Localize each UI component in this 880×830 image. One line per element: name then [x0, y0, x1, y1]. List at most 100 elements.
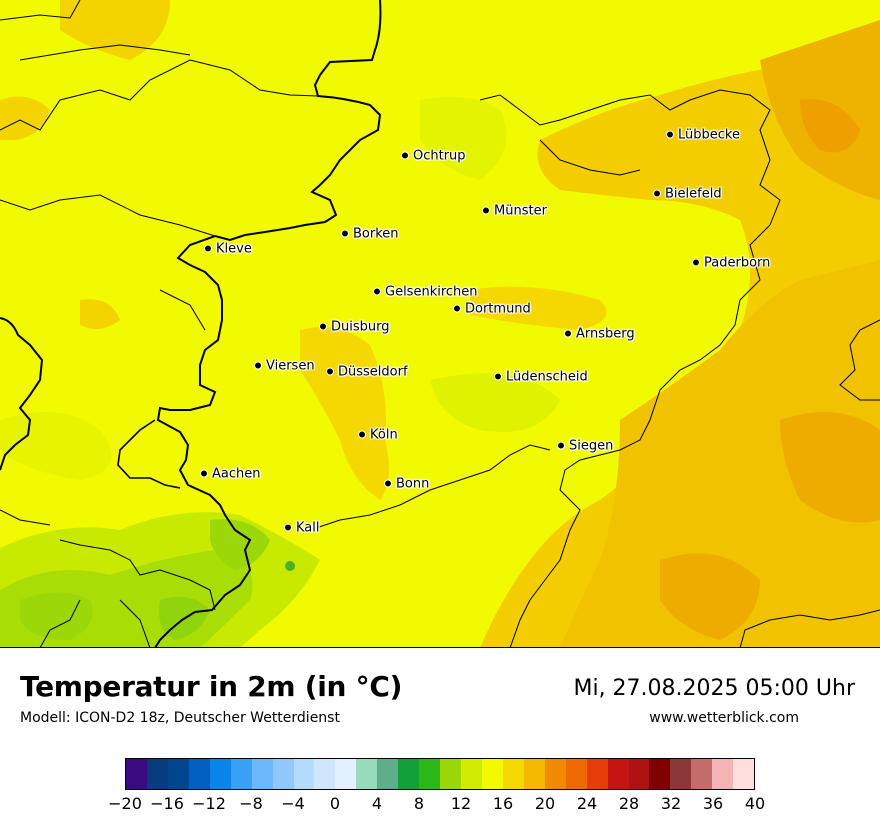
- legend-tick-label: 32: [660, 794, 682, 813]
- legend-swatch: [146, 759, 168, 789]
- city-marker: [204, 244, 212, 252]
- legend-swatch: [230, 759, 252, 789]
- city-name: Siegen: [569, 438, 614, 454]
- city-label-borken: Borken: [341, 227, 399, 242]
- city-marker: [326, 367, 334, 375]
- city-name: Viersen: [266, 358, 315, 374]
- city-name: Münster: [494, 203, 547, 219]
- city-marker: [358, 430, 366, 438]
- legend-tick-label: 8: [413, 794, 425, 813]
- legend-tick-label: 28: [618, 794, 640, 813]
- city-label-arnsberg: Arnsberg: [564, 327, 635, 342]
- city-marker: [373, 287, 381, 295]
- map-title: Temperatur in 2m (in °C): [20, 670, 403, 703]
- city-name: Bielefeld: [665, 186, 722, 202]
- legend-swatch: [293, 759, 315, 789]
- legend-swatch: [481, 759, 503, 789]
- legend-tick-label: −4: [281, 794, 305, 813]
- legend-swatch: [440, 759, 461, 789]
- city-marker: [200, 469, 208, 477]
- city-label-l-denscheid: Lüdenscheid: [494, 370, 588, 385]
- legend-swatch: [649, 759, 671, 789]
- legend-tick-label: 36: [702, 794, 724, 813]
- city-name: Lüdenscheid: [506, 369, 588, 385]
- legend-swatch: [356, 759, 378, 789]
- city-label-k-ln: Köln: [358, 428, 398, 443]
- city-label-siegen: Siegen: [557, 439, 613, 454]
- city-marker: [653, 189, 661, 197]
- city-marker: [401, 151, 409, 159]
- city-marker: [319, 322, 327, 330]
- legend-swatch: [523, 759, 545, 789]
- legend-swatch: [398, 759, 420, 789]
- city-marker: [666, 130, 674, 138]
- temperature-field: [0, 0, 880, 647]
- legend-tick-label: 20: [534, 794, 556, 813]
- legend-swatch: [691, 759, 713, 789]
- city-name: Düsseldorf: [338, 364, 408, 380]
- website-link[interactable]: www.wetterblick.com: [649, 710, 799, 726]
- city-marker: [384, 479, 392, 487]
- city-name: Duisburg: [331, 319, 390, 335]
- city-name: Ochtrup: [413, 148, 466, 164]
- legend-swatch: [461, 759, 482, 789]
- city-label-d-sseldorf: Düsseldorf: [326, 365, 408, 380]
- legend-swatch: [209, 759, 231, 789]
- legend-swatch: [188, 759, 210, 789]
- city-label-gelsenkirchen: Gelsenkirchen: [373, 285, 478, 300]
- legend-swatch: [126, 759, 147, 789]
- city-label-m-nster: Münster: [482, 204, 547, 219]
- legend-tick-label: 12: [450, 794, 472, 813]
- legend-swatch: [544, 759, 566, 789]
- legend-swatch: [335, 759, 357, 789]
- city-marker: [284, 523, 292, 531]
- city-label-paderborn: Paderborn: [692, 256, 770, 271]
- legend-swatch: [670, 759, 692, 789]
- city-label-viersen: Viersen: [254, 359, 315, 374]
- city-marker: [254, 361, 262, 369]
- city-label-aachen: Aachen: [200, 467, 260, 482]
- legend-tick-label: 4: [371, 794, 383, 813]
- city-name: Paderborn: [704, 255, 771, 271]
- city-marker: [692, 258, 700, 266]
- legend-tick-label: −12: [192, 794, 226, 813]
- city-name: Lübbecke: [678, 127, 740, 143]
- city-label-dortmund: Dortmund: [453, 302, 531, 317]
- city-name: Aachen: [212, 466, 261, 482]
- temperature-map[interactable]: Lübbecke Ochtrup Bielefeld Münster Borken Kle…: [0, 0, 880, 648]
- city-name: Gelsenkirchen: [385, 284, 478, 300]
- color-scale-legend: [125, 758, 755, 790]
- city-label-l-bbecke: Lübbecke: [666, 128, 740, 143]
- legend-swatch: [314, 759, 336, 789]
- legend-swatch: [607, 759, 629, 789]
- legend-swatch: [251, 759, 273, 789]
- model-info: Modell: ICON-D2 18z, Deutscher Wetterdie…: [20, 710, 340, 726]
- city-name: Bonn: [396, 476, 430, 492]
- city-label-ochtrup: Ochtrup: [401, 149, 466, 164]
- city-name: Kall: [296, 520, 320, 536]
- city-label-duisburg: Duisburg: [319, 320, 390, 335]
- legend-tick-label: 0: [329, 794, 341, 813]
- legend-tick-label: 24: [576, 794, 598, 813]
- city-name: Arnsberg: [576, 326, 635, 342]
- legend-swatch: [586, 759, 608, 789]
- legend-ticks: −20 −16 −12 −8 −4 0 4 8 12 16 20 24 28 32 36 40: [108, 794, 765, 816]
- city-name: Dortmund: [465, 301, 531, 317]
- city-name: Borken: [353, 226, 399, 242]
- legend-tick-label: −8: [239, 794, 263, 813]
- legend-swatch: [733, 759, 755, 789]
- legend-swatch: [167, 759, 189, 789]
- city-label-bonn: Bonn: [384, 477, 429, 492]
- forecast-datetime: Mi, 27.08.2025 05:00 Uhr: [573, 676, 855, 701]
- legend-tick-label: −16: [150, 794, 184, 813]
- city-marker: [482, 206, 490, 214]
- legend-swatch: [502, 759, 524, 789]
- legend-tick-label: 16: [492, 794, 514, 813]
- city-label-bielefeld: Bielefeld: [653, 187, 722, 202]
- legend-swatch: [712, 759, 734, 789]
- city-marker: [494, 372, 502, 380]
- city-marker: [564, 329, 572, 337]
- city-label-kleve: Kleve: [204, 242, 252, 257]
- legend-tick-label: 40: [744, 794, 766, 813]
- legend-swatch: [565, 759, 587, 789]
